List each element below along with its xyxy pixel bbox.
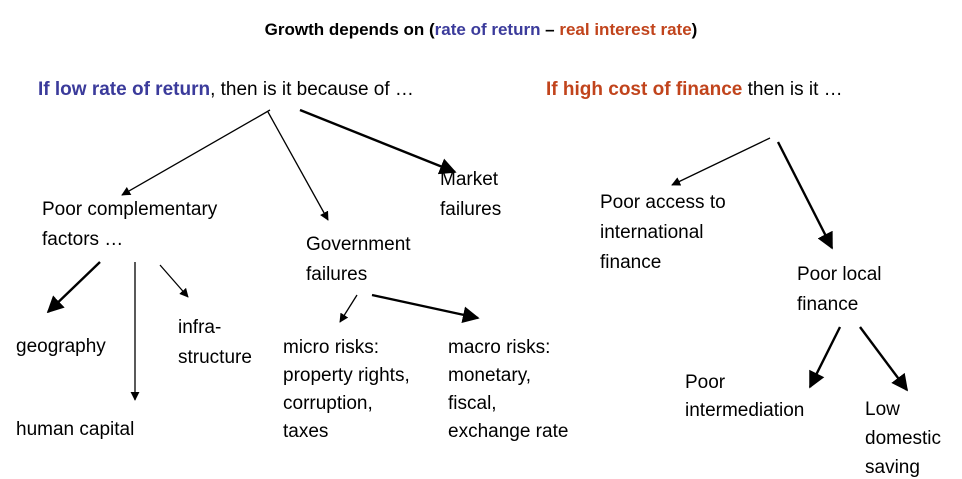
arrow — [267, 111, 329, 221]
node-label: finance — [600, 252, 661, 273]
node-label: corruption, — [283, 393, 373, 414]
node-label: saving — [865, 457, 920, 478]
node-label: infra- — [178, 317, 221, 338]
node-label: Market — [440, 169, 499, 190]
node-label: Poor — [685, 372, 726, 393]
arrow — [299, 108, 457, 175]
arrow — [808, 326, 842, 389]
title: Growth depends on (rate of return – real… — [265, 20, 698, 39]
node-label: Poor complementary — [42, 199, 218, 220]
node-label: macro risks: — [448, 337, 550, 358]
node-label: Government — [306, 234, 411, 255]
node-label: factors … — [42, 229, 123, 250]
node-label: exchange rate — [448, 421, 568, 442]
node-label: Low — [865, 399, 900, 420]
arrow — [46, 261, 101, 314]
node-label: Poor access to — [600, 192, 726, 213]
node-label: failures — [306, 264, 367, 285]
node-label: failures — [440, 199, 501, 220]
node-label: geography — [16, 336, 106, 357]
node-label: human capital — [16, 419, 134, 440]
node-label: micro risks: — [283, 337, 379, 358]
arrow — [371, 293, 480, 324]
left-heading: If low rate of return, then is it becaus… — [38, 79, 414, 100]
arrow — [339, 294, 358, 323]
arrow — [121, 109, 271, 196]
node-label: intermediation — [685, 400, 804, 421]
arrow — [776, 141, 834, 250]
node-label: finance — [797, 294, 858, 315]
node-label: domestic — [865, 428, 941, 449]
node-label: property rights, — [283, 365, 410, 386]
node-label: structure — [178, 347, 252, 368]
arrow — [159, 264, 189, 298]
arrows — [46, 108, 909, 401]
arrow — [859, 326, 909, 392]
node-label: fiscal, — [448, 393, 497, 414]
right-heading: If high cost of finance then is it … — [546, 79, 843, 100]
node-label: Poor local — [797, 264, 882, 285]
node-label: monetary, — [448, 365, 531, 386]
node-label: taxes — [283, 421, 328, 442]
arrow — [671, 137, 771, 186]
node-label: international — [600, 222, 704, 243]
